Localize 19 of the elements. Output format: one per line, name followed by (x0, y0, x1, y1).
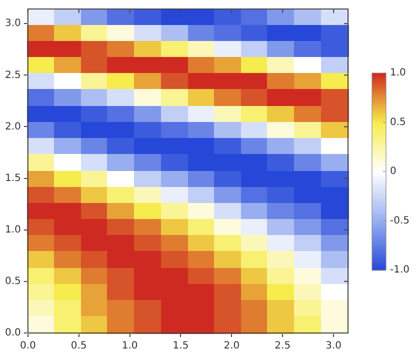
y-tick-label: 3.0 (4, 18, 21, 30)
color-bar-label: 0 (390, 166, 396, 178)
y-tick-label: 0.5 (4, 276, 21, 288)
x-tick-label: 1.0 (122, 340, 138, 352)
color-bar-label: -1.0 (390, 264, 410, 276)
y-tick-label: 2.5 (4, 70, 21, 81)
color-bar-label: 1.0 (390, 68, 406, 79)
x-tick-label: 3.0 (326, 340, 342, 352)
y-tick-label: 0.0 (4, 328, 21, 339)
x-tick-label: 0.0 (20, 340, 36, 352)
y-tick-label: 2.0 (4, 121, 21, 132)
color-bar-label: 0.5 (390, 116, 406, 128)
x-tick-label: 2.0 (224, 340, 240, 352)
color-bar-label: -0.5 (390, 215, 410, 226)
x-tick-label: 0.5 (70, 340, 87, 352)
y-tick-label: 1.0 (4, 224, 21, 236)
y-tick-label: 1.5 (4, 172, 21, 184)
x-tick-label: 1.5 (172, 340, 189, 352)
x-tick-label: 2.5 (274, 340, 291, 352)
